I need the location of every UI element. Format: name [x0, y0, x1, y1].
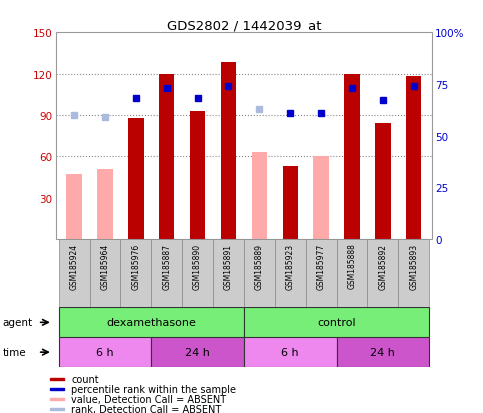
- Bar: [306, 240, 337, 308]
- Bar: [120, 240, 151, 308]
- Bar: [313, 157, 329, 240]
- Text: GSM185888: GSM185888: [347, 243, 356, 289]
- Bar: [58, 240, 89, 308]
- Bar: [190, 112, 205, 240]
- Bar: [50, 377, 64, 380]
- Bar: [283, 166, 298, 240]
- Text: GSM185976: GSM185976: [131, 243, 141, 289]
- Text: 24 h: 24 h: [370, 347, 395, 357]
- Text: count: count: [71, 374, 99, 384]
- Text: value, Detection Call = ABSENT: value, Detection Call = ABSENT: [71, 394, 226, 404]
- Bar: [50, 388, 64, 390]
- Title: GDS2802 / 1442039_at: GDS2802 / 1442039_at: [167, 19, 321, 32]
- Text: GSM185890: GSM185890: [193, 243, 202, 289]
- Bar: [128, 119, 143, 240]
- Text: GSM185893: GSM185893: [409, 243, 418, 289]
- Bar: [151, 240, 182, 308]
- Bar: [244, 308, 429, 337]
- Bar: [244, 337, 337, 367]
- Bar: [66, 175, 82, 240]
- Bar: [221, 63, 236, 240]
- Bar: [368, 240, 398, 308]
- Text: GSM185889: GSM185889: [255, 243, 264, 289]
- Text: GSM185891: GSM185891: [224, 243, 233, 289]
- Bar: [58, 337, 151, 367]
- Bar: [97, 169, 113, 240]
- Text: agent: agent: [2, 318, 32, 328]
- Text: GSM185887: GSM185887: [162, 243, 171, 289]
- Text: GSM185977: GSM185977: [317, 243, 326, 289]
- Bar: [406, 77, 422, 240]
- Text: 6 h: 6 h: [96, 347, 114, 357]
- Bar: [344, 74, 360, 240]
- Text: time: time: [2, 347, 26, 357]
- Bar: [375, 124, 391, 240]
- Text: GSM185964: GSM185964: [100, 243, 110, 289]
- Bar: [337, 337, 429, 367]
- Text: GSM185892: GSM185892: [378, 243, 387, 289]
- Text: 24 h: 24 h: [185, 347, 210, 357]
- Bar: [50, 398, 64, 400]
- Bar: [89, 240, 120, 308]
- Bar: [213, 240, 244, 308]
- Text: GSM185924: GSM185924: [70, 243, 79, 289]
- Bar: [159, 74, 174, 240]
- Bar: [244, 240, 275, 308]
- Text: dexamethasone: dexamethasone: [106, 318, 196, 328]
- Bar: [252, 153, 267, 240]
- Text: rank, Detection Call = ABSENT: rank, Detection Call = ABSENT: [71, 404, 221, 413]
- Text: GSM185923: GSM185923: [286, 243, 295, 289]
- Text: percentile rank within the sample: percentile rank within the sample: [71, 384, 236, 394]
- Text: 6 h: 6 h: [282, 347, 299, 357]
- Bar: [50, 408, 64, 410]
- Text: control: control: [317, 318, 356, 328]
- Bar: [151, 337, 244, 367]
- Bar: [398, 240, 429, 308]
- Bar: [337, 240, 368, 308]
- Bar: [58, 308, 244, 337]
- Bar: [182, 240, 213, 308]
- Bar: [275, 240, 306, 308]
